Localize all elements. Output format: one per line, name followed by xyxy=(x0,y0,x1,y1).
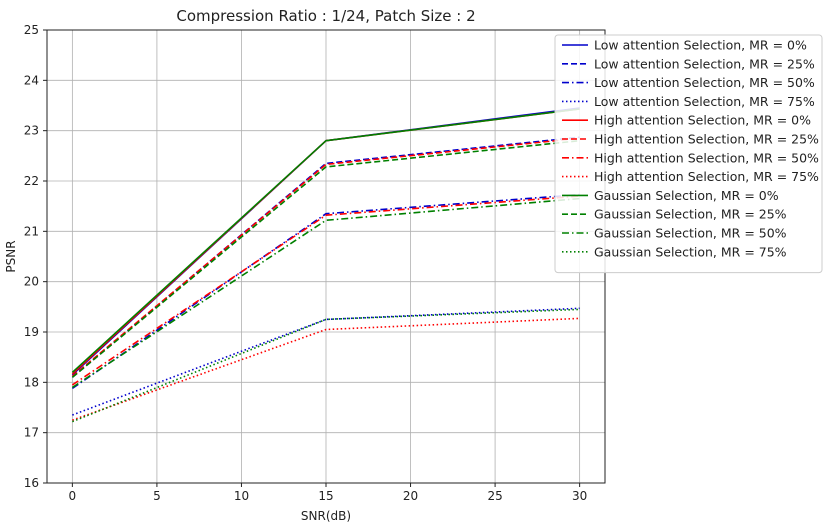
legend-label-11: Gaussian Selection, MR = 50% xyxy=(594,226,787,241)
legend-label-7: High attention Selection, MR = 50% xyxy=(594,150,819,165)
legend-label-12: Gaussian Selection, MR = 75% xyxy=(594,244,787,259)
legend-label-8: High attention Selection, MR = 75% xyxy=(594,169,819,184)
legend-box xyxy=(554,34,823,274)
x-tick-label: 25 xyxy=(487,489,502,503)
x-tick-label: 15 xyxy=(318,489,333,503)
y-tick-label: 17 xyxy=(24,426,39,440)
series-line-9 xyxy=(71,108,580,373)
y-tick-label: 22 xyxy=(24,174,39,188)
series-lines xyxy=(71,107,580,423)
series-line-4 xyxy=(72,307,580,416)
series-line-6 xyxy=(71,137,580,377)
chart-title: Compression Ratio : 1/24, Patch Size : 2 xyxy=(176,7,475,25)
legend-label-6: High attention Selection, MR = 25% xyxy=(594,132,819,147)
y-tick-label: 24 xyxy=(24,73,39,87)
legend-label-10: Gaussian Selection, MR = 25% xyxy=(594,207,787,222)
y-tick-label: 23 xyxy=(24,124,39,138)
series-line-8 xyxy=(72,317,580,421)
legend-label-2: Low attention Selection, MR = 25% xyxy=(594,56,815,71)
series-line-12 xyxy=(72,308,580,423)
y-tick-label: 18 xyxy=(24,375,39,389)
y-tick-label: 25 xyxy=(24,23,39,37)
y-tick-label: 20 xyxy=(24,275,39,289)
series-line-3 xyxy=(71,193,580,390)
legend-label-1: Low attention Selection, MR = 0% xyxy=(594,38,807,53)
axis-ticks: 0 5 10 15 20 25 30 16 17 18 19 20 21 22 23 24 25 xyxy=(24,23,588,503)
series-line-10 xyxy=(71,139,580,378)
legend-label-5: High attention Selection, MR = 0% xyxy=(594,113,811,128)
y-tick-label: 19 xyxy=(24,325,39,339)
grid xyxy=(47,29,605,484)
x-tick-label: 0 xyxy=(69,489,77,503)
series-line-7 xyxy=(71,195,580,386)
legend-label-3: Low attention Selection, MR = 50% xyxy=(594,75,815,90)
y-tick-label: 16 xyxy=(24,476,39,490)
legend: Low attention Selection, MR = 0% Low atte… xyxy=(554,34,823,274)
y-tick-label: 21 xyxy=(24,224,39,238)
x-tick-label: 30 xyxy=(572,489,587,503)
x-axis-label: SNR(dB) xyxy=(301,509,351,523)
legend-label-4: Low attention Selection, MR = 75% xyxy=(594,94,815,109)
x-tick-label: 5 xyxy=(153,489,161,503)
legend-label-9: Gaussian Selection, MR = 0% xyxy=(594,188,779,203)
y-axis-label: PSNR xyxy=(4,240,18,272)
x-tick-label: 10 xyxy=(234,489,249,503)
x-tick-label: 20 xyxy=(403,489,418,503)
